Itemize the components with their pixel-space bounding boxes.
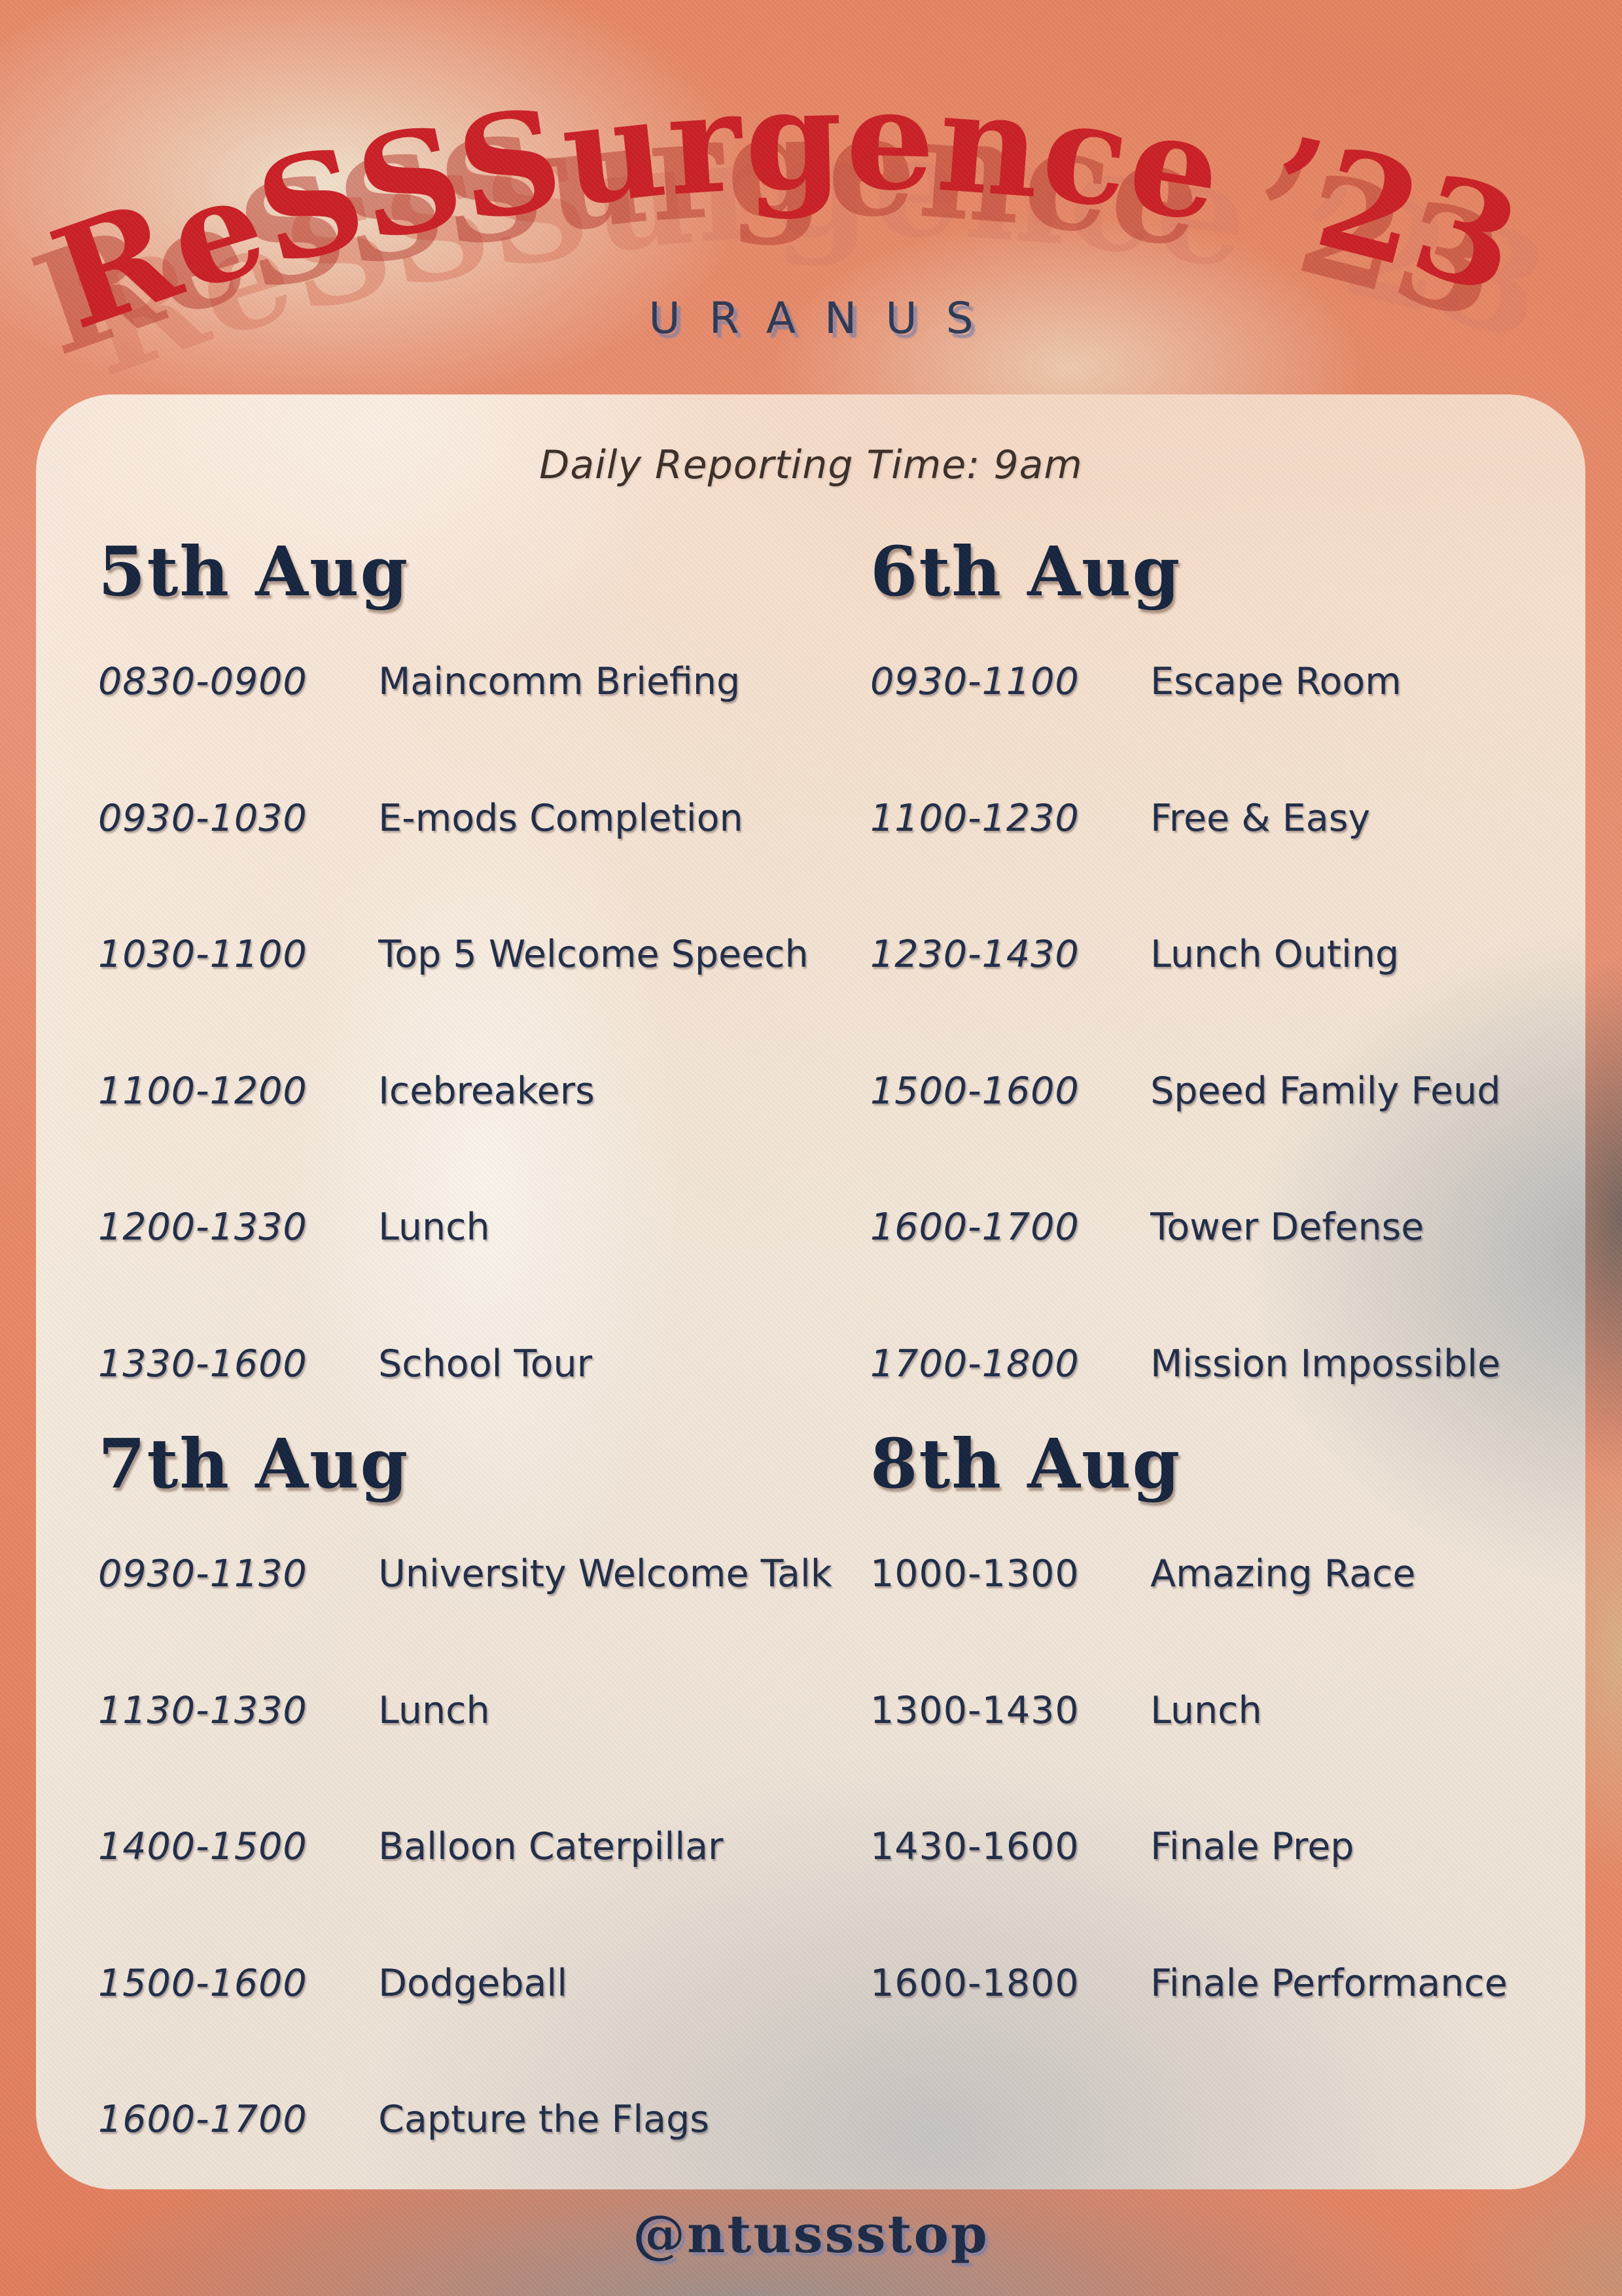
schedule-row: 1400-1500 Balloon Caterpillar xyxy=(98,1825,864,1869)
event-activity: School Tour xyxy=(378,1342,593,1385)
schedule-row: 1700-1800 Mission Impossible xyxy=(870,1342,1622,1386)
event-time: 0930-1130 xyxy=(98,1552,308,1595)
event-time: 0930-1100 xyxy=(870,660,1080,703)
poster-subtitle: URANUS xyxy=(648,293,1002,343)
event-time: 1430-1600 xyxy=(870,1825,1080,1869)
schedule-row: 0930-1030 E-mods Completion xyxy=(98,797,864,841)
schedule-row: 1300-1430 Lunch xyxy=(870,1688,1622,1733)
event-time: 1300-1430 xyxy=(870,1688,1080,1732)
event-activity: Dodgeball xyxy=(378,1961,568,2005)
day-heading: 5th Aug xyxy=(98,531,410,612)
reporting-note: Daily Reporting Time: 9am xyxy=(539,442,1083,488)
event-time: 1000-1300 xyxy=(870,1552,1080,1595)
poster-title-arch: ReSSSurgence ’23 ReSSSurgence ’23 ReSSSu… xyxy=(26,57,1564,396)
event-time: 1700-1800 xyxy=(870,1342,1080,1385)
event-activity: Finale Prep xyxy=(1150,1825,1354,1869)
schedule-row: 1000-1300 Amazing Race xyxy=(870,1552,1622,1596)
day-section-8th-aug: 8th Aug 1000-1300 Amazing Race 1300-1430… xyxy=(870,1430,1622,2098)
schedule-row: 1200-1330 Lunch xyxy=(98,1206,864,1249)
schedule-row: 1500-1600 Speed Family Feud xyxy=(870,1070,1622,1113)
event-activity: Amazing Race xyxy=(1150,1552,1416,1595)
event-activity: Finale Performance xyxy=(1150,1961,1507,2005)
schedule-row: 1230-1430 Lunch Outing xyxy=(870,933,1622,977)
schedule-row: 1330-1600 School Tour xyxy=(98,1342,864,1386)
event-time: 1100-1200 xyxy=(98,1069,308,1113)
event-activity: Lunch xyxy=(378,1688,490,1732)
schedule-row: 1500-1600 Dodgeball xyxy=(98,1962,864,2006)
schedule-row: 1600-1800 Finale Performance xyxy=(870,1962,1622,2006)
schedule-row: 0830-0900 Maincomm Briefing xyxy=(98,660,864,704)
schedule-row: 1100-1230 Free & Easy xyxy=(870,797,1622,841)
day-heading: 8th Aug xyxy=(870,1423,1182,1504)
event-activity: Lunch Outing xyxy=(1150,933,1400,977)
day-heading: 6th Aug xyxy=(870,531,1182,612)
event-time: 1600-1800 xyxy=(870,1961,1080,2005)
day-section-7th-aug: 7th Aug 0930-1130 University Welcome Tal… xyxy=(98,1430,864,2235)
day-heading: 7th Aug xyxy=(98,1423,410,1504)
event-time: 1100-1230 xyxy=(870,796,1080,840)
day-section-6th-aug: 6th Aug 0930-1100 Escape Room 1100-1230 … xyxy=(870,538,1622,1479)
event-time: 1500-1600 xyxy=(98,1961,308,2005)
schedule-row: 1600-1700 Capture the Flags xyxy=(98,2098,864,2142)
event-activity: Lunch xyxy=(378,1206,490,1249)
event-activity: Top 5 Welcome Speech xyxy=(378,933,809,977)
event-activity: Tower Defense xyxy=(1150,1206,1424,1249)
event-activity: Escape Room xyxy=(1150,660,1402,703)
event-activity: Free & Easy xyxy=(1150,796,1371,840)
event-activity: Capture the Flags xyxy=(378,2098,709,2142)
event-activity: Lunch xyxy=(1150,1688,1262,1732)
event-activity: Maincomm Briefing xyxy=(378,660,741,703)
event-time: 0830-0900 xyxy=(98,660,308,703)
schedule-row: 1030-1100 Top 5 Welcome Speech xyxy=(98,933,864,977)
event-time: 1500-1600 xyxy=(870,1069,1080,1113)
event-activity: Icebreakers xyxy=(378,1069,595,1113)
schedule-row: 1430-1600 Finale Prep xyxy=(870,1825,1622,1869)
schedule-row: 0930-1100 Escape Room xyxy=(870,660,1622,704)
event-activity: E-mods Completion xyxy=(378,796,743,840)
schedule-row: 1130-1330 Lunch xyxy=(98,1688,864,1733)
event-activity: Mission Impossible xyxy=(1150,1342,1501,1385)
event-time: 1130-1330 xyxy=(98,1688,308,1732)
event-activity: Balloon Caterpillar xyxy=(378,1825,724,1869)
schedule-panel xyxy=(36,394,1585,2189)
day-section-5th-aug: 5th Aug 0830-0900 Maincomm Briefing 0930… xyxy=(98,538,864,1479)
schedule-row: 1600-1700 Tower Defense xyxy=(870,1206,1622,1249)
event-activity: University Welcome Talk xyxy=(378,1552,832,1595)
event-time: 1600-1700 xyxy=(98,2098,308,2142)
schedule-row: 0930-1130 University Welcome Talk xyxy=(98,1552,864,1596)
event-activity: Speed Family Feud xyxy=(1150,1069,1501,1113)
event-time: 1330-1600 xyxy=(98,1342,308,1385)
event-time: 1230-1430 xyxy=(870,933,1080,977)
event-time: 1200-1330 xyxy=(98,1206,308,1249)
schedule-row: 1100-1200 Icebreakers xyxy=(98,1070,864,1113)
event-time: 1600-1700 xyxy=(870,1206,1080,1249)
event-time: 1030-1100 xyxy=(98,933,308,977)
footer-handle: @ntussstop xyxy=(633,2203,989,2265)
event-time: 1400-1500 xyxy=(98,1825,308,1869)
event-time: 0930-1030 xyxy=(98,796,308,840)
